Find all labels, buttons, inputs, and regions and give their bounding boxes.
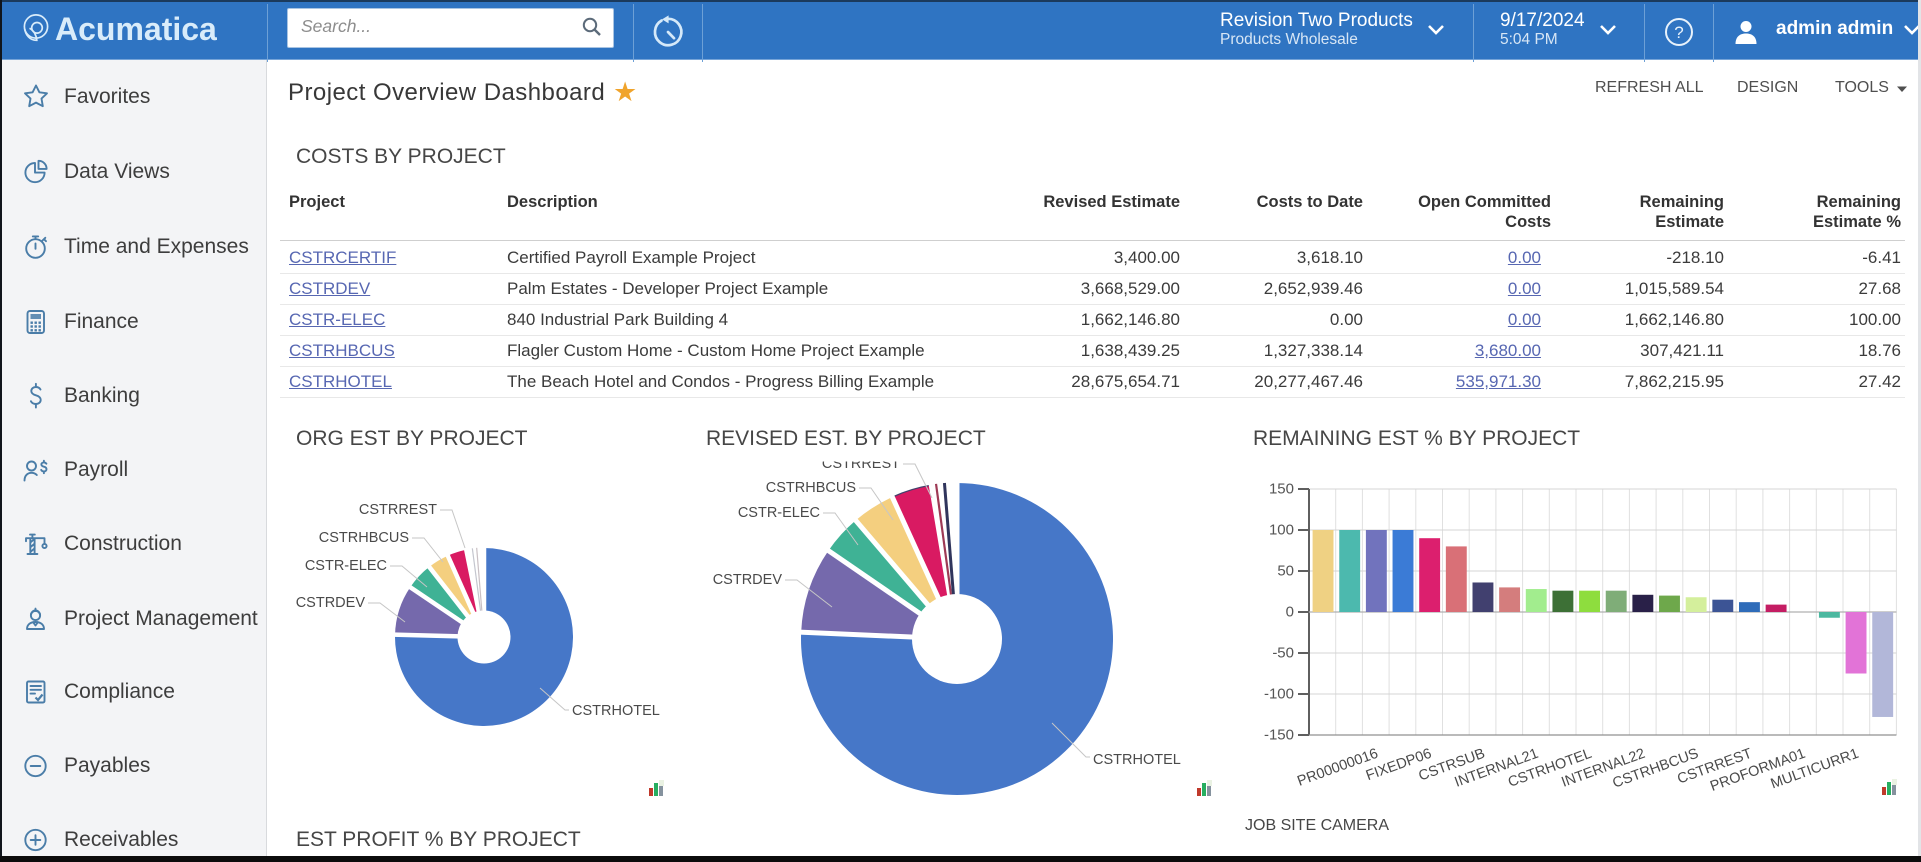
svg-text:CSTRDEV: CSTRDEV [713, 572, 783, 588]
svg-text:CSTRREST: CSTRREST [359, 502, 437, 518]
svg-text:CSTRREST: CSTRREST [822, 456, 900, 472]
svg-text:0: 0 [1286, 604, 1294, 621]
svg-text:CSTRHBCUS: CSTRHBCUS [766, 480, 856, 496]
svg-text:CSTRDEV: CSTRDEV [296, 595, 366, 611]
svg-text:150: 150 [1269, 481, 1294, 498]
svg-text:-150: -150 [1264, 727, 1294, 744]
svg-text:CSTR-ELEC: CSTR-ELEC [738, 505, 820, 521]
svg-text:-100: -100 [1264, 686, 1294, 703]
svg-text:CSTRHOTEL: CSTRHOTEL [572, 703, 660, 719]
svg-text:CSTRHOTEL: CSTRHOTEL [1093, 752, 1181, 768]
svg-text:CSTRHBCUS: CSTRHBCUS [319, 530, 409, 546]
svg-text:50: 50 [1277, 563, 1294, 580]
svg-text:?: ? [1674, 23, 1683, 42]
svg-text:CSTR-ELEC: CSTR-ELEC [305, 558, 387, 574]
svg-text:-50: -50 [1272, 645, 1294, 662]
svg-text:100: 100 [1269, 522, 1294, 539]
